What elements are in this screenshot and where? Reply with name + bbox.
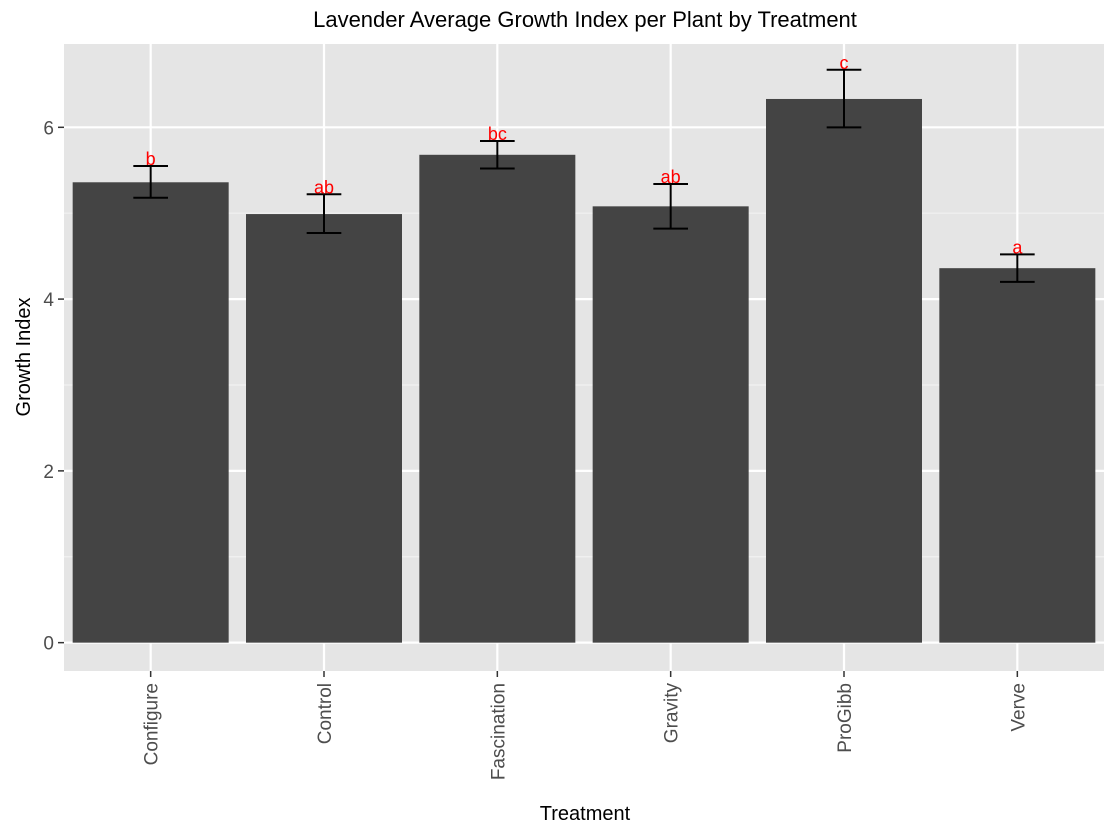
significance-labels: b ab bc ab c a — [146, 53, 1024, 258]
significance-label: ab — [314, 177, 334, 197]
error-bar — [1000, 253, 1035, 283]
significance-label: bc — [488, 124, 507, 144]
significance-label: b — [146, 149, 156, 169]
error-bar — [480, 140, 515, 170]
y-tick-label: 0 — [43, 634, 54, 655]
y-tick-label: 6 — [43, 118, 54, 139]
x-tick-label: Gravity — [662, 683, 683, 744]
bar — [72, 182, 229, 643]
error-bar — [133, 164, 168, 199]
error-bar — [826, 68, 862, 129]
bar — [592, 206, 749, 643]
bars — [72, 98, 1096, 643]
significance-label: ab — [661, 167, 681, 187]
y-tick-label: 2 — [43, 462, 54, 483]
x-tick-label: ProGibb — [835, 683, 856, 753]
x-tick-label: Verve — [1008, 683, 1029, 732]
error-bar — [306, 193, 342, 234]
error-bars — [133, 68, 1035, 283]
significance-label: a — [1012, 237, 1023, 257]
bar — [419, 154, 576, 643]
x-axis: Configure Control Fascination Gravity ProGib… — [142, 671, 1029, 780]
y-axis-title: Growth Index — [13, 298, 35, 417]
plot-panel — [64, 44, 1104, 671]
x-tick-label: Fascination — [488, 683, 509, 780]
significance-label: c — [840, 53, 849, 73]
x-axis-title: Treatment — [540, 803, 631, 825]
error-bar — [653, 183, 688, 230]
bar — [246, 214, 402, 643]
bar — [766, 98, 922, 643]
x-tick-label: Configure — [142, 683, 163, 765]
y-tick-label: 4 — [43, 290, 54, 311]
chart-title: Lavender Average Growth Index per Plant … — [313, 7, 857, 32]
y-axis: 0 2 4 6 — [43, 118, 64, 655]
x-tick-label: Control — [315, 683, 336, 744]
bar — [939, 268, 1096, 643]
